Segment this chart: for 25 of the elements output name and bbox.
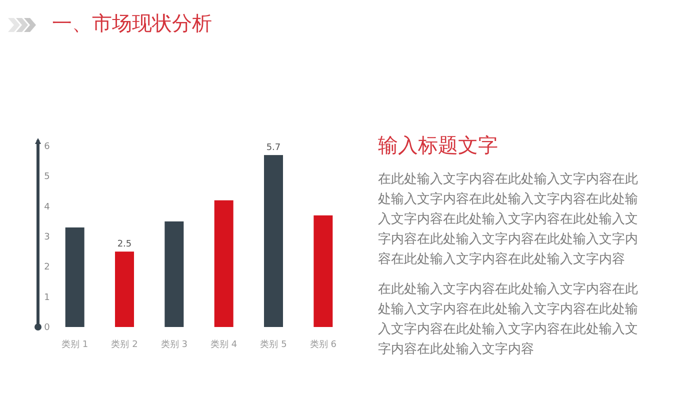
data-label: 2.5 bbox=[117, 240, 132, 250]
x-tick-label: 类别 3 bbox=[160, 339, 188, 350]
y-tick-label: 5 bbox=[44, 172, 50, 182]
y-tick-label: 0 bbox=[44, 323, 50, 333]
data-label: 5.7 bbox=[266, 143, 281, 154]
x-tick-label: 类别 4 bbox=[210, 339, 238, 350]
x-tick-label: 类别 6 bbox=[310, 339, 337, 350]
text: 输入标题文字 bbox=[378, 132, 498, 159]
bar bbox=[65, 227, 84, 327]
bar bbox=[314, 215, 333, 327]
chart-title: 一、市场现状分析 bbox=[52, 10, 212, 37]
y-tick-label: 4 bbox=[44, 202, 50, 212]
x-tick-label: 类别 5 bbox=[260, 339, 287, 350]
y-tick-label: 2 bbox=[44, 262, 50, 273]
x-tick-label: 类别 2 bbox=[111, 339, 138, 350]
y-tick-label: 6 bbox=[44, 142, 50, 152]
bar bbox=[214, 200, 234, 327]
bar bbox=[115, 252, 134, 327]
y-tick-label: 1 bbox=[44, 292, 50, 303]
bar bbox=[164, 221, 184, 327]
y-tick-label: 3 bbox=[44, 232, 50, 242]
text: 在此处输入文字内容在此处输入文字内容在此处输入文字内容在此处输入文字内容在此处输入文字内容在此处输入文字内容在此处输入文字内容在此处输入文字内容在此处输入文字内容在此处输入文字内容在此处输入文字内容 bbox=[378, 171, 639, 269]
text: 在此处输入文字内容在此处输入文字内容在此处输入文字内容在此处输入文字内容在此处输入文字内容在此处输入文字内容在此处输入文字内容在此处输入文字内容 bbox=[378, 281, 639, 359]
x-tick-label: 类别 1 bbox=[62, 339, 88, 350]
bar bbox=[264, 155, 283, 327]
